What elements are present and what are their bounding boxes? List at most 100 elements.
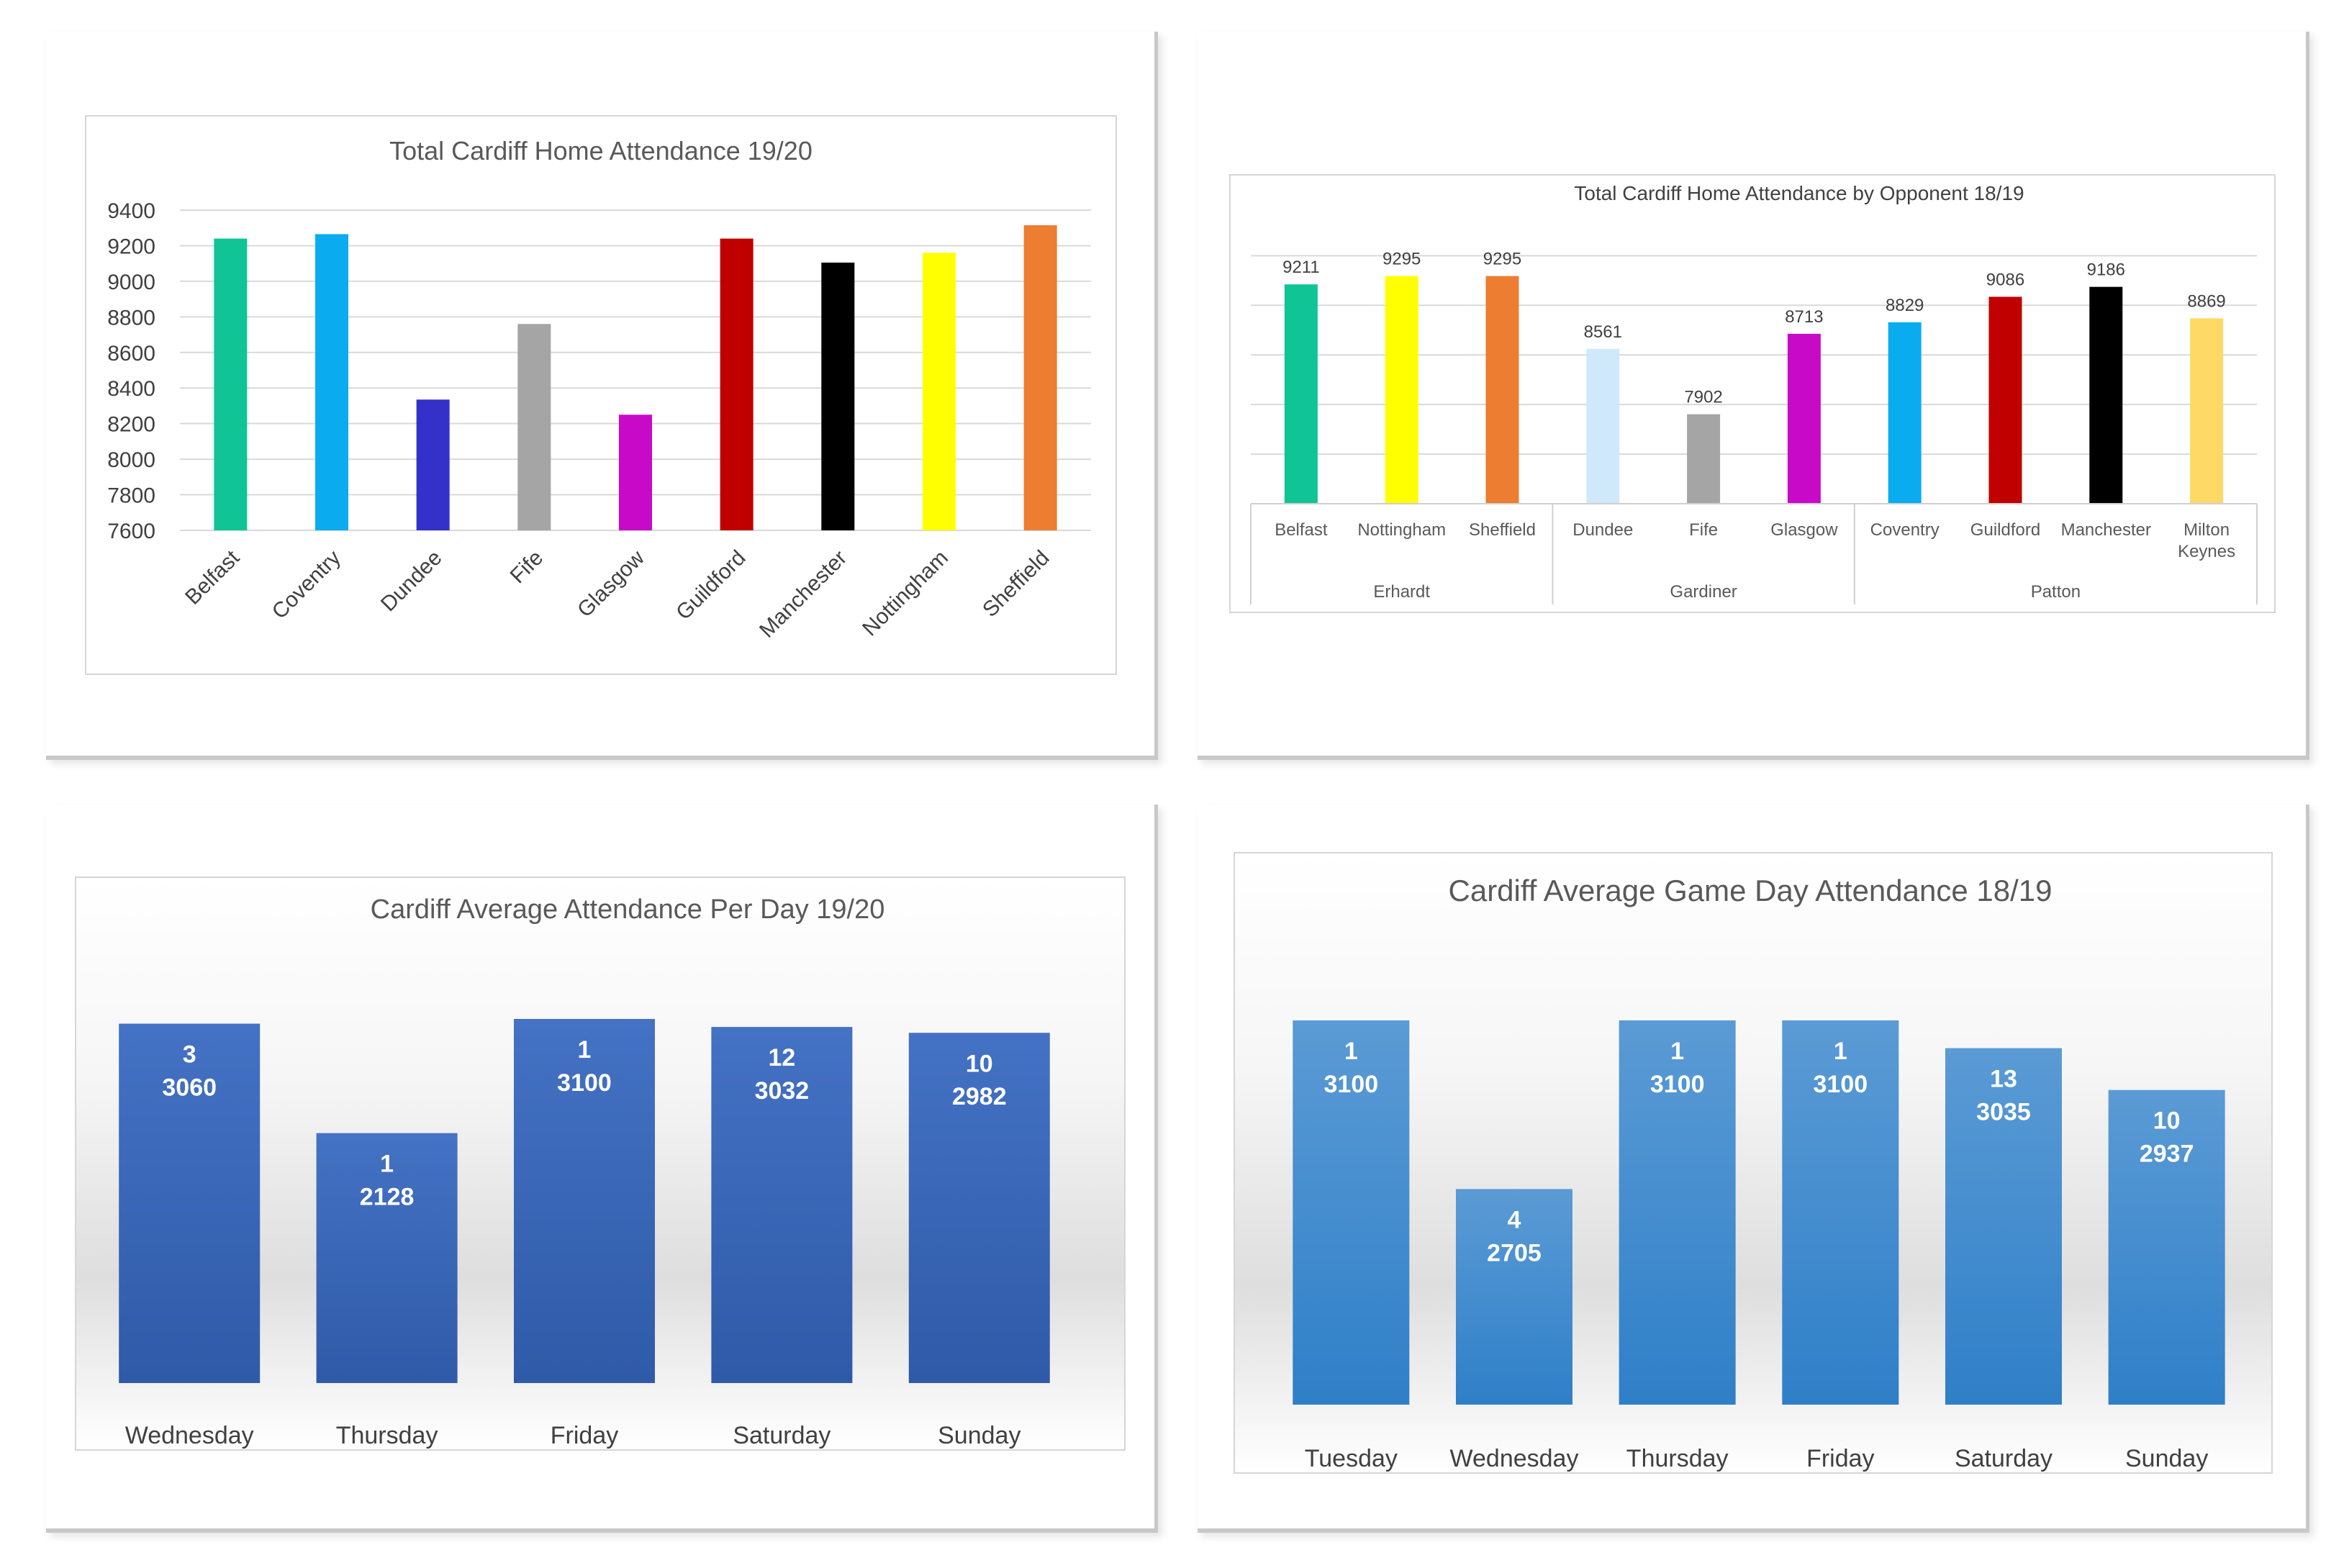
x-tick-label: Sheffield [978,546,1054,622]
y-tick-label: 7800 [107,484,155,508]
x-tick-label: Sunday [938,1422,1020,1449]
bar-manchester [821,263,854,530]
bar [2089,287,2122,504]
y-tick-label: 8400 [107,377,155,401]
x-tick-label: Saturday [1955,1445,2052,1472]
count-label: 4 [1508,1206,1521,1233]
bar-dundee [417,399,450,530]
x-tick-label: Thursday [1626,1445,1729,1472]
chart-title: Cardiff Average Attendance Per Day 19/20 [371,894,885,925]
chart-title: Total Cardiff Home Attendance by Opponen… [1574,182,2024,204]
y-tick-label: 9400 [107,199,155,223]
data-label: 7902 [1684,388,1722,407]
value-label: 2937 [2140,1141,2194,1168]
data-label: 8713 [1785,307,1823,327]
count-label: 12 [768,1044,795,1071]
value-label: 3100 [1814,1071,1868,1098]
x-tick-label: Belfast [1275,520,1328,540]
count-label: 10 [2153,1107,2181,1135]
group-label: Gardiner [1670,582,1737,602]
data-label: 8829 [1886,296,1924,315]
value-label: 3100 [1324,1071,1379,1098]
value-label: 2982 [952,1083,1007,1110]
y-tick-label: 9200 [107,235,155,258]
y-tick-label: 8200 [107,413,155,437]
chart-panel-2: Total Cardiff Home Attendance by Opponen… [1198,32,2309,760]
y-tick-label: 8600 [107,342,155,366]
value-label: 3100 [1650,1071,1705,1098]
count-label: 13 [1990,1066,2017,1093]
x-tick-label: Manchester [755,546,851,643]
data-label: 9295 [1483,250,1521,269]
count-label: 1 [1344,1038,1358,1065]
bar [2190,318,2223,504]
group-label: Erhardt [1373,582,1430,602]
x-tick-label: Thursday [336,1422,438,1449]
data-label: 9086 [1986,270,2024,289]
count-label: 1 [380,1151,394,1178]
count-label: 1 [1834,1038,1847,1065]
x-tick-label: Dundee [1572,520,1633,540]
bar [1687,414,1720,504]
bar-guildford [720,239,753,530]
value-label: 2128 [360,1184,415,1211]
x-tick-label: Guildford [1970,520,2040,540]
bar [1285,284,1318,504]
count-label: 1 [1670,1038,1684,1065]
x-tick-label: Sunday [2125,1445,2208,1472]
x-tick-label: Tuesday [1305,1445,1398,1472]
bar [1989,296,2022,504]
x-tick-label: Glasgow [573,545,649,622]
bar-nottingham [923,253,956,530]
x-tick-label: Milton Keynes [2178,520,2235,561]
data-label: 9186 [2087,260,2125,280]
x-tick-label: Dundee [376,546,447,617]
bar-sunday [2109,1090,2225,1405]
data-label: 8561 [1584,322,1622,342]
data-label: 8869 [2187,291,2225,311]
x-tick-label: Fife [1689,520,1718,540]
x-tick-label: Manchester [2061,520,2151,540]
x-tick-label: Coventry [1870,520,1940,540]
value-label: 3035 [1976,1098,2031,1125]
bar [1385,276,1418,504]
attendance-19-20-chart: Total Cardiff Home Attendance 19/20 7600… [86,117,1115,674]
value-label: 3032 [755,1077,810,1105]
x-tick-label: Saturday [733,1422,830,1449]
average-attendance-per-day-chart: Cardiff Average Attendance Per Day 19/20… [76,878,1124,1449]
attendance-by-opponent-18-19-chart: Total Cardiff Home Attendance by Opponen… [1231,176,2274,612]
bar [1486,276,1519,504]
count-label: 3 [183,1041,196,1069]
chart-panel-1: Total Cardiff Home Attendance 19/20 7600… [46,32,1158,760]
bar [1586,349,1619,504]
chart-title: Total Cardiff Home Attendance 19/20 [389,136,813,166]
average-game-day-attendance-chart: Cardiff Average Game Day Attendance 18/1… [1235,853,2271,1472]
chart-frame-4: Cardiff Average Game Day Attendance 18/1… [1234,852,2273,1474]
chart-panel-4: Cardiff Average Game Day Attendance 18/1… [1198,805,2309,1533]
x-tick-label: Fife [506,546,548,589]
chart-frame-1: Total Cardiff Home Attendance 19/20 7600… [85,115,1117,675]
y-tick-label: 9000 [107,271,155,294]
bar-glasgow [619,414,652,530]
bar [1888,322,1922,504]
value-label: 2705 [1487,1239,1542,1266]
x-tick-label: Guildford [671,546,750,625]
value-label: 3060 [162,1074,217,1101]
data-label: 9211 [1282,258,1320,277]
x-tick-label: Belfast [181,545,245,609]
bar-belfast [214,239,247,530]
x-tick-label: Friday [551,1422,618,1449]
bar-fife [517,324,551,530]
y-tick-label: 8800 [107,306,155,330]
x-tick-label: Nottingham [858,546,953,641]
count-label: 1 [578,1036,592,1064]
y-tick-label: 7600 [107,520,155,543]
value-label: 3100 [557,1069,612,1097]
x-tick-label: Nottingham [1357,520,1446,540]
chart-frame-2: Total Cardiff Home Attendance by Opponen… [1229,174,2276,613]
group-label: Patton [2031,582,2081,602]
chart-panel-3: Cardiff Average Attendance Per Day 19/20… [46,805,1158,1533]
x-tick-label: Glasgow [1770,520,1838,540]
x-tick-label: Coventry [268,546,345,624]
x-tick-label: Friday [1806,1445,1874,1472]
